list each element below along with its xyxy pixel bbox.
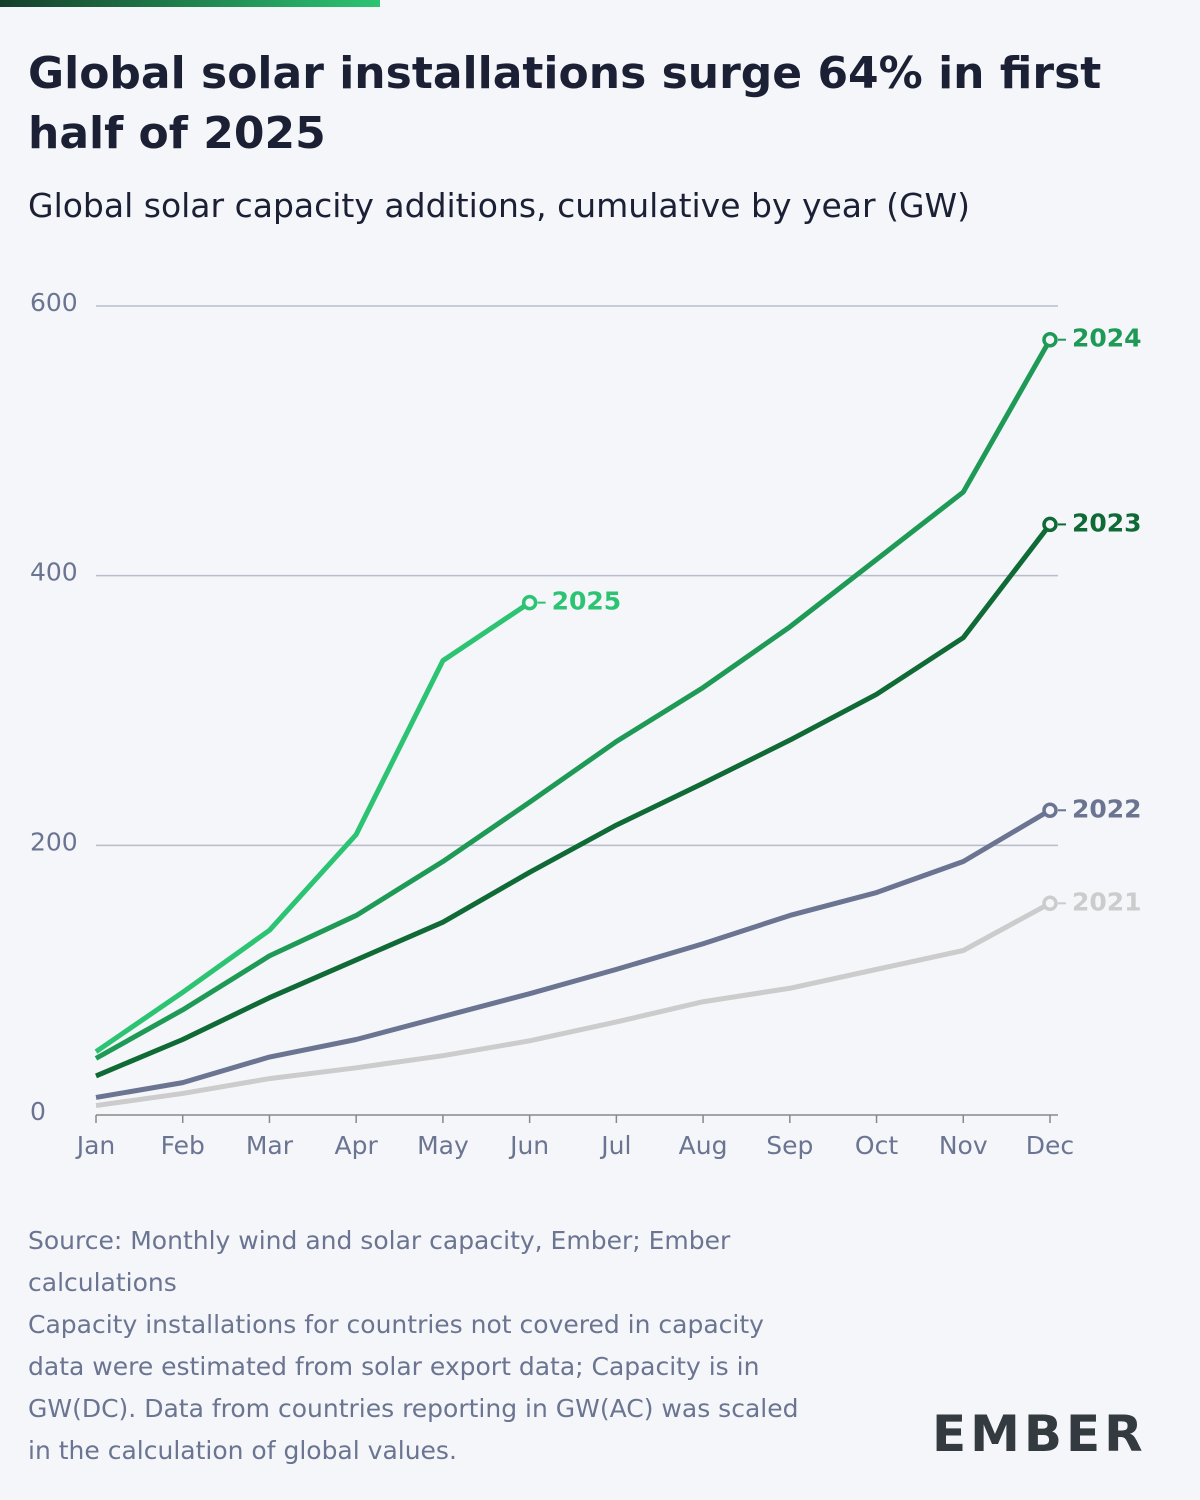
x-tick-label: Oct: [855, 1131, 898, 1160]
end-marker: [1042, 331, 1058, 348]
y-tick-label: 0: [30, 1097, 46, 1126]
logo: EMBER: [932, 1405, 1147, 1463]
chart: 0 200 400 600 Jan Feb Mar Apr May Jun Jul Aug Sep Oct…: [30, 288, 1142, 1160]
series-line: [95, 901, 1052, 1109]
series-line: [94, 338, 1053, 1061]
series-label: 2021: [1072, 887, 1142, 916]
y-tick-label: 400: [30, 558, 78, 587]
x-tick-label: Feb: [161, 1131, 205, 1160]
series-label: 2023: [1072, 508, 1142, 537]
footnote: Source: Monthly wind and solar capacity,…: [28, 1220, 828, 1472]
top-bar: [0, 0, 380, 7]
y-tick-label: 600: [30, 288, 78, 317]
series-line: [94, 600, 532, 1054]
y-tick-label: 200: [30, 827, 78, 856]
series-label: 2025: [552, 587, 622, 616]
x-tick-label: May: [417, 1131, 469, 1160]
end-marker: [1042, 802, 1058, 819]
end-marker: [1042, 516, 1058, 533]
x-tick-label: Aug: [679, 1131, 728, 1160]
x-tick-label: Jan: [75, 1131, 116, 1160]
end-marker: [1042, 895, 1058, 912]
x-tick-label: Jun: [508, 1131, 549, 1160]
series-line: [95, 522, 1052, 1079]
x-tick-label: Mar: [246, 1131, 294, 1160]
series-line: [95, 808, 1052, 1100]
series-label: 2024: [1072, 324, 1142, 353]
end-marker: [521, 594, 538, 611]
note: Capacity installations for countries not…: [28, 1310, 799, 1465]
x-tick-label: Dec: [1026, 1131, 1074, 1160]
x-tick-label: Sep: [766, 1131, 813, 1160]
source: Source: Monthly wind and solar capacity,…: [28, 1226, 731, 1297]
chart-subtitle: Global solar capacity additions, cumulat…: [28, 186, 971, 225]
x-tick-label: Jul: [599, 1131, 631, 1160]
x-tick-label: Apr: [335, 1131, 379, 1160]
series-label: 2022: [1072, 794, 1142, 823]
x-tick-label: Nov: [939, 1131, 988, 1160]
chart-title: Global solar installations surge 64% in …: [28, 48, 1102, 159]
